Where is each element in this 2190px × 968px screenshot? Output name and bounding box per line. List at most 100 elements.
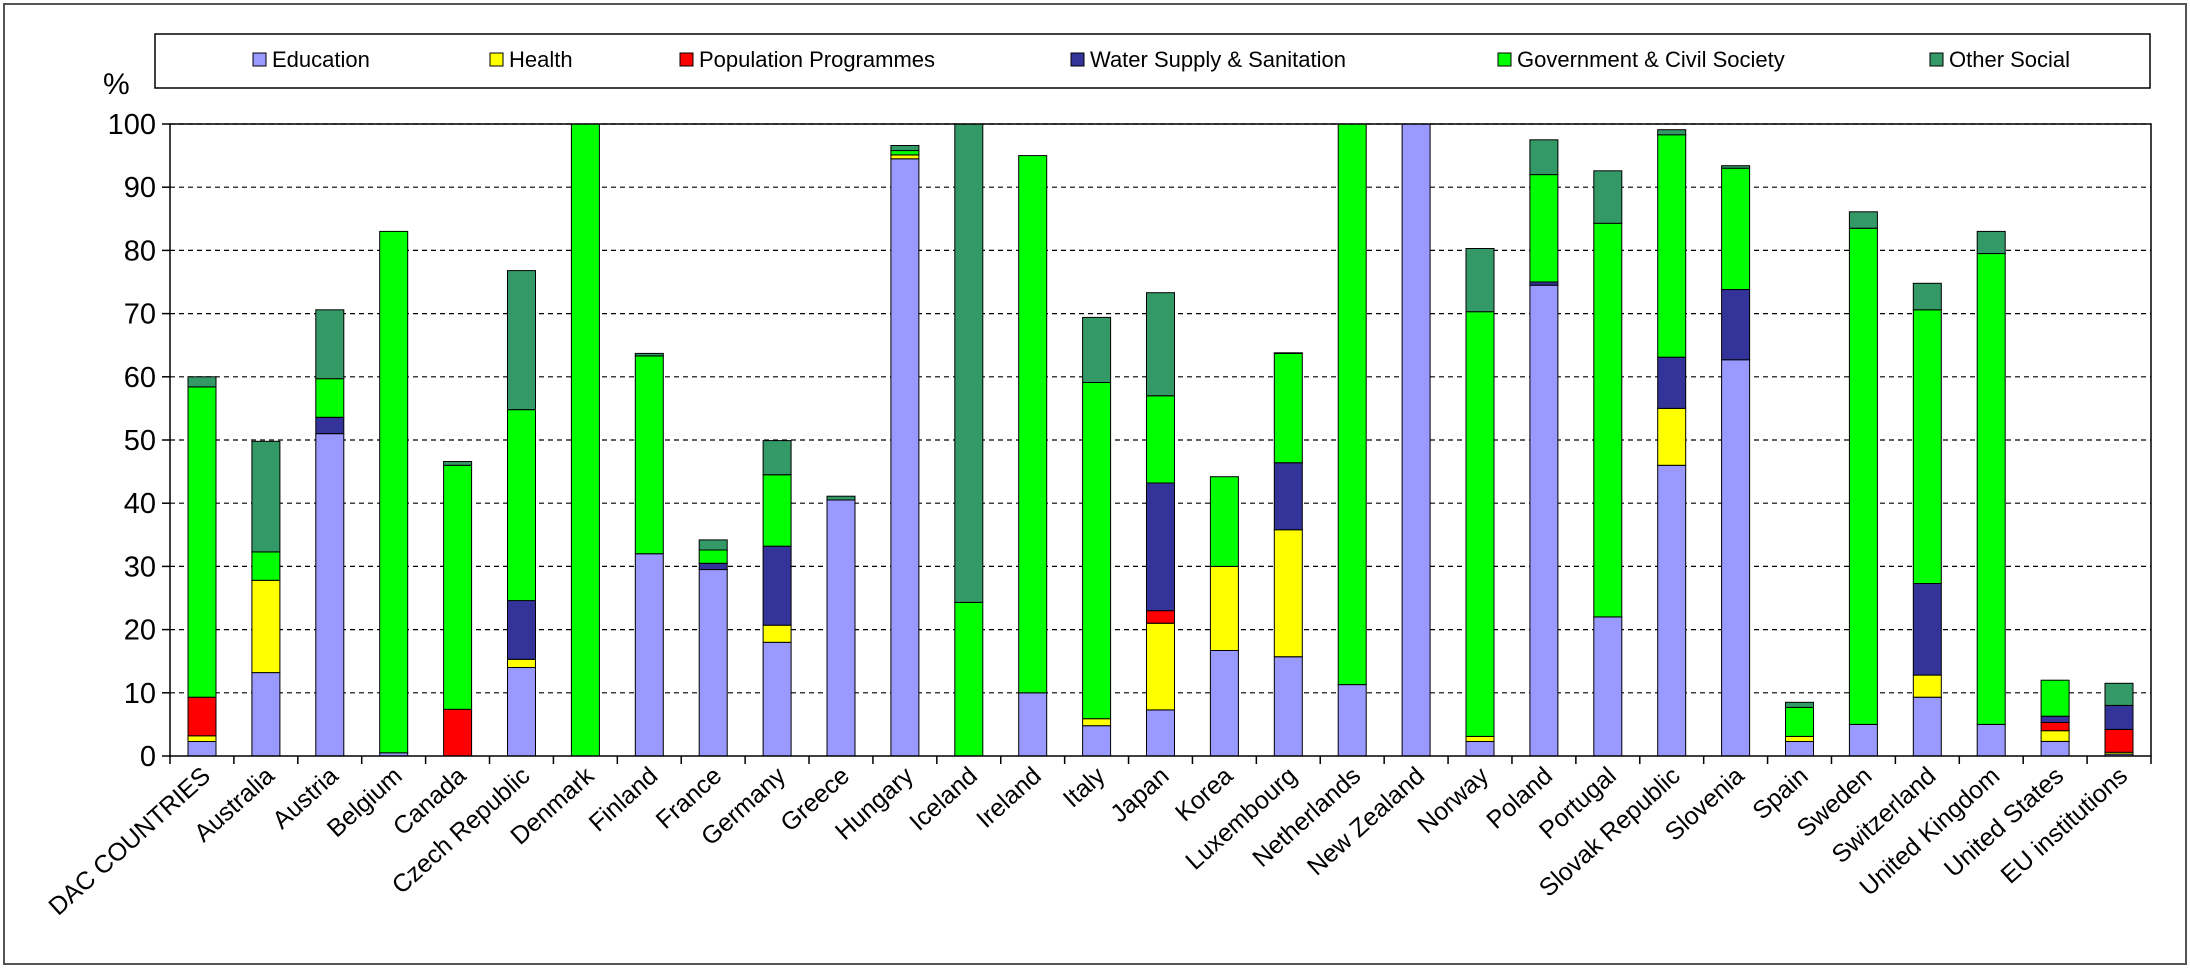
bar-germany-government-civil-society bbox=[762, 474, 792, 547]
bar-united-states-health bbox=[2040, 730, 2070, 742]
bar-united-states-population-programmes bbox=[2040, 722, 2070, 732]
bar-finland-other-social bbox=[634, 352, 664, 357]
bar-australia-education bbox=[251, 672, 281, 757]
bar-austria-education bbox=[315, 433, 345, 757]
bar-switzerland-water-supply-sanitation bbox=[1912, 583, 1942, 676]
bar-eu-institutions-population-programmes bbox=[2104, 729, 2134, 753]
bar-italy-government-civil-society bbox=[1082, 382, 1112, 720]
legend-label-other-social: Other Social bbox=[1949, 47, 2070, 72]
bar-belgium-government-civil-society bbox=[379, 230, 409, 754]
bar-france-water-supply-sanitation bbox=[698, 562, 728, 571]
bar-greece-other-social bbox=[826, 495, 856, 501]
bar-switzerland-government-civil-society bbox=[1912, 309, 1942, 584]
bar-switzerland-other-social bbox=[1912, 282, 1942, 311]
bar-australia-health bbox=[251, 579, 281, 674]
bar-canada-other-social bbox=[443, 461, 473, 466]
legend-label-education: Education bbox=[272, 47, 370, 72]
bar-austria-water-supply-sanitation bbox=[315, 416, 345, 435]
bar-germany-water-supply-sanitation bbox=[762, 545, 792, 626]
axes bbox=[169, 123, 2152, 764]
legend-swatch-water-supply-sanitation bbox=[1070, 52, 1085, 67]
bar-dac-countries-government-civil-society bbox=[187, 386, 217, 698]
bar-norway-other-social bbox=[1465, 248, 1495, 313]
bar-poland-education bbox=[1529, 284, 1559, 757]
bar-japan-health bbox=[1146, 622, 1175, 711]
y-tick-labels: 0 10 20 30 40 50 60 70 80 90 100 bbox=[108, 109, 156, 773]
bar-hungary-other-social bbox=[890, 145, 920, 152]
legend-swatch-health bbox=[489, 52, 504, 67]
bar-denmark-government-civil-society bbox=[570, 123, 600, 757]
bar-czech-republic-other-social bbox=[507, 270, 536, 411]
bar-canada-population-programmes bbox=[443, 708, 473, 757]
bar-korea-government-civil-society bbox=[1209, 476, 1239, 567]
bar-dac-countries-population-programmes bbox=[187, 696, 217, 737]
bar-czech-republic-government-civil-society bbox=[507, 409, 536, 602]
bar-slovak-republic-water-supply-sanitation bbox=[1657, 356, 1687, 409]
y-tick-label: 90 bbox=[124, 172, 156, 204]
y-tick-label: 40 bbox=[124, 488, 156, 520]
legend-label-water-supply-sanitation: Water Supply & Sanitation bbox=[1090, 47, 1346, 72]
bar-united-kingdom-other-social bbox=[1976, 230, 2006, 254]
bar-japan-government-civil-society bbox=[1146, 395, 1175, 484]
bar-germany-health bbox=[762, 624, 792, 643]
bar-luxembourg-education bbox=[1273, 656, 1303, 757]
bar-japan-population-programmes bbox=[1146, 610, 1175, 624]
bar-germany-other-social bbox=[762, 440, 792, 476]
bar-slovak-republic-government-civil-society bbox=[1657, 134, 1687, 358]
legend-swatch-government-civil-society bbox=[1497, 52, 1512, 67]
plot-area-border bbox=[169, 123, 2152, 757]
bar-sweden-other-social bbox=[1848, 211, 1878, 229]
bar-poland-government-civil-society bbox=[1529, 174, 1559, 283]
bar-slovak-republic-health bbox=[1657, 407, 1687, 466]
bar-italy-health bbox=[1082, 718, 1112, 727]
bar-norway-education bbox=[1465, 741, 1495, 757]
bar-korea-education bbox=[1209, 650, 1239, 757]
bar-norway-health bbox=[1465, 735, 1495, 743]
bar-germany-education bbox=[762, 641, 792, 757]
bar-australia-government-civil-society bbox=[251, 551, 281, 581]
bar-new-zealand-education bbox=[1401, 123, 1431, 757]
bar-spain-other-social bbox=[1785, 701, 1814, 708]
bar-slovak-republic-other-social bbox=[1657, 129, 1687, 136]
legend: Education Health Population Programmes Wate… bbox=[252, 47, 2070, 72]
bar-italy-other-social bbox=[1082, 316, 1112, 383]
bar-hungary-education bbox=[890, 158, 920, 757]
bar-portugal-government-civil-society bbox=[1593, 222, 1623, 618]
bar-hungary-government-civil-society bbox=[890, 150, 920, 156]
bar-dac-countries-other-social bbox=[187, 376, 217, 388]
bar-slovenia-other-social bbox=[1721, 165, 1751, 169]
bar-canada-government-civil-society bbox=[443, 464, 473, 710]
legend-box bbox=[154, 33, 2151, 89]
y-tick-label: 10 bbox=[124, 678, 156, 710]
bar-switzerland-education bbox=[1912, 696, 1942, 757]
y-tick-label: 20 bbox=[124, 615, 156, 647]
bar-slovenia-water-supply-sanitation bbox=[1721, 289, 1751, 361]
y-tick-label: 100 bbox=[108, 109, 156, 141]
bar-hungary-health bbox=[890, 154, 920, 160]
bar-greece-education bbox=[826, 499, 856, 757]
bar-australia-other-social bbox=[251, 440, 281, 553]
bar-united-kingdom-government-civil-society bbox=[1976, 253, 2006, 725]
bar-czech-republic-education bbox=[507, 667, 536, 757]
bar-united-states-government-civil-society bbox=[2040, 679, 2070, 717]
bar-sweden-education bbox=[1848, 723, 1878, 757]
bar-france-government-civil-society bbox=[698, 549, 728, 564]
bar-netherlands-education bbox=[1337, 684, 1367, 757]
bar-austria-other-social bbox=[315, 309, 345, 380]
bar-portugal-education bbox=[1593, 616, 1623, 757]
bar-spain-government-civil-society bbox=[1785, 706, 1814, 737]
bar-japan-other-social bbox=[1146, 292, 1175, 397]
bar-united-states-education bbox=[2040, 741, 2070, 757]
bar-luxembourg-health bbox=[1273, 529, 1303, 658]
bar-norway-government-civil-society bbox=[1465, 311, 1495, 737]
bar-iceland-other-social bbox=[954, 123, 984, 603]
bar-finland-education bbox=[634, 553, 664, 757]
legend-swatch-education bbox=[252, 52, 267, 67]
bar-japan-water-supply-sanitation bbox=[1146, 482, 1175, 612]
y-tick-label: 80 bbox=[124, 235, 156, 267]
bar-spain-education bbox=[1785, 741, 1814, 757]
bar-united-states-water-supply-sanitation bbox=[2040, 715, 2070, 724]
bar-slovenia-education bbox=[1721, 359, 1751, 757]
bar-ireland-education bbox=[1018, 692, 1048, 757]
